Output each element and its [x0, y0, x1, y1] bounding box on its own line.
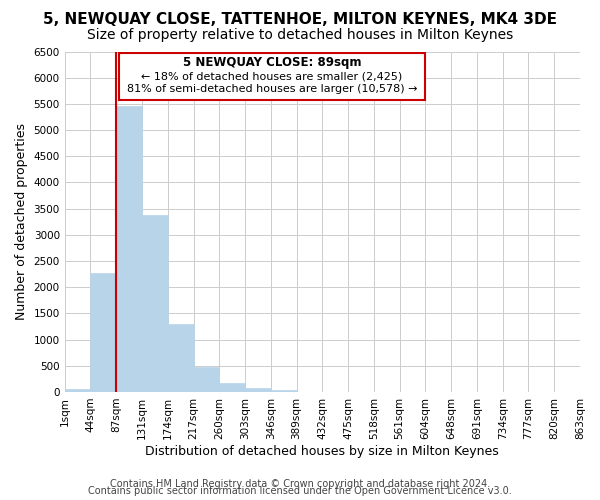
Bar	[193, 367, 219, 392]
Text: Size of property relative to detached houses in Milton Keynes: Size of property relative to detached ho…	[87, 28, 513, 42]
Text: 81% of semi-detached houses are larger (10,578) →: 81% of semi-detached houses are larger (…	[127, 84, 418, 94]
FancyBboxPatch shape	[119, 52, 425, 100]
Bar	[116, 106, 142, 392]
Text: ← 18% of detached houses are smaller (2,425): ← 18% of detached houses are smaller (2,…	[142, 71, 403, 81]
Bar	[271, 390, 296, 392]
Bar	[142, 215, 168, 392]
Bar	[219, 383, 245, 392]
X-axis label: Distribution of detached houses by size in Milton Keynes: Distribution of detached houses by size …	[145, 444, 499, 458]
Bar	[245, 388, 271, 392]
Bar	[168, 324, 193, 392]
Text: 5 NEWQUAY CLOSE: 89sqm: 5 NEWQUAY CLOSE: 89sqm	[183, 56, 361, 70]
Text: 5, NEWQUAY CLOSE, TATTENHOE, MILTON KEYNES, MK4 3DE: 5, NEWQUAY CLOSE, TATTENHOE, MILTON KEYN…	[43, 12, 557, 28]
Bar	[91, 272, 116, 392]
Bar	[65, 390, 91, 392]
Text: Contains HM Land Registry data © Crown copyright and database right 2024.: Contains HM Land Registry data © Crown c…	[110, 479, 490, 489]
Text: Contains public sector information licensed under the Open Government Licence v3: Contains public sector information licen…	[88, 486, 512, 496]
Y-axis label: Number of detached properties: Number of detached properties	[15, 123, 28, 320]
